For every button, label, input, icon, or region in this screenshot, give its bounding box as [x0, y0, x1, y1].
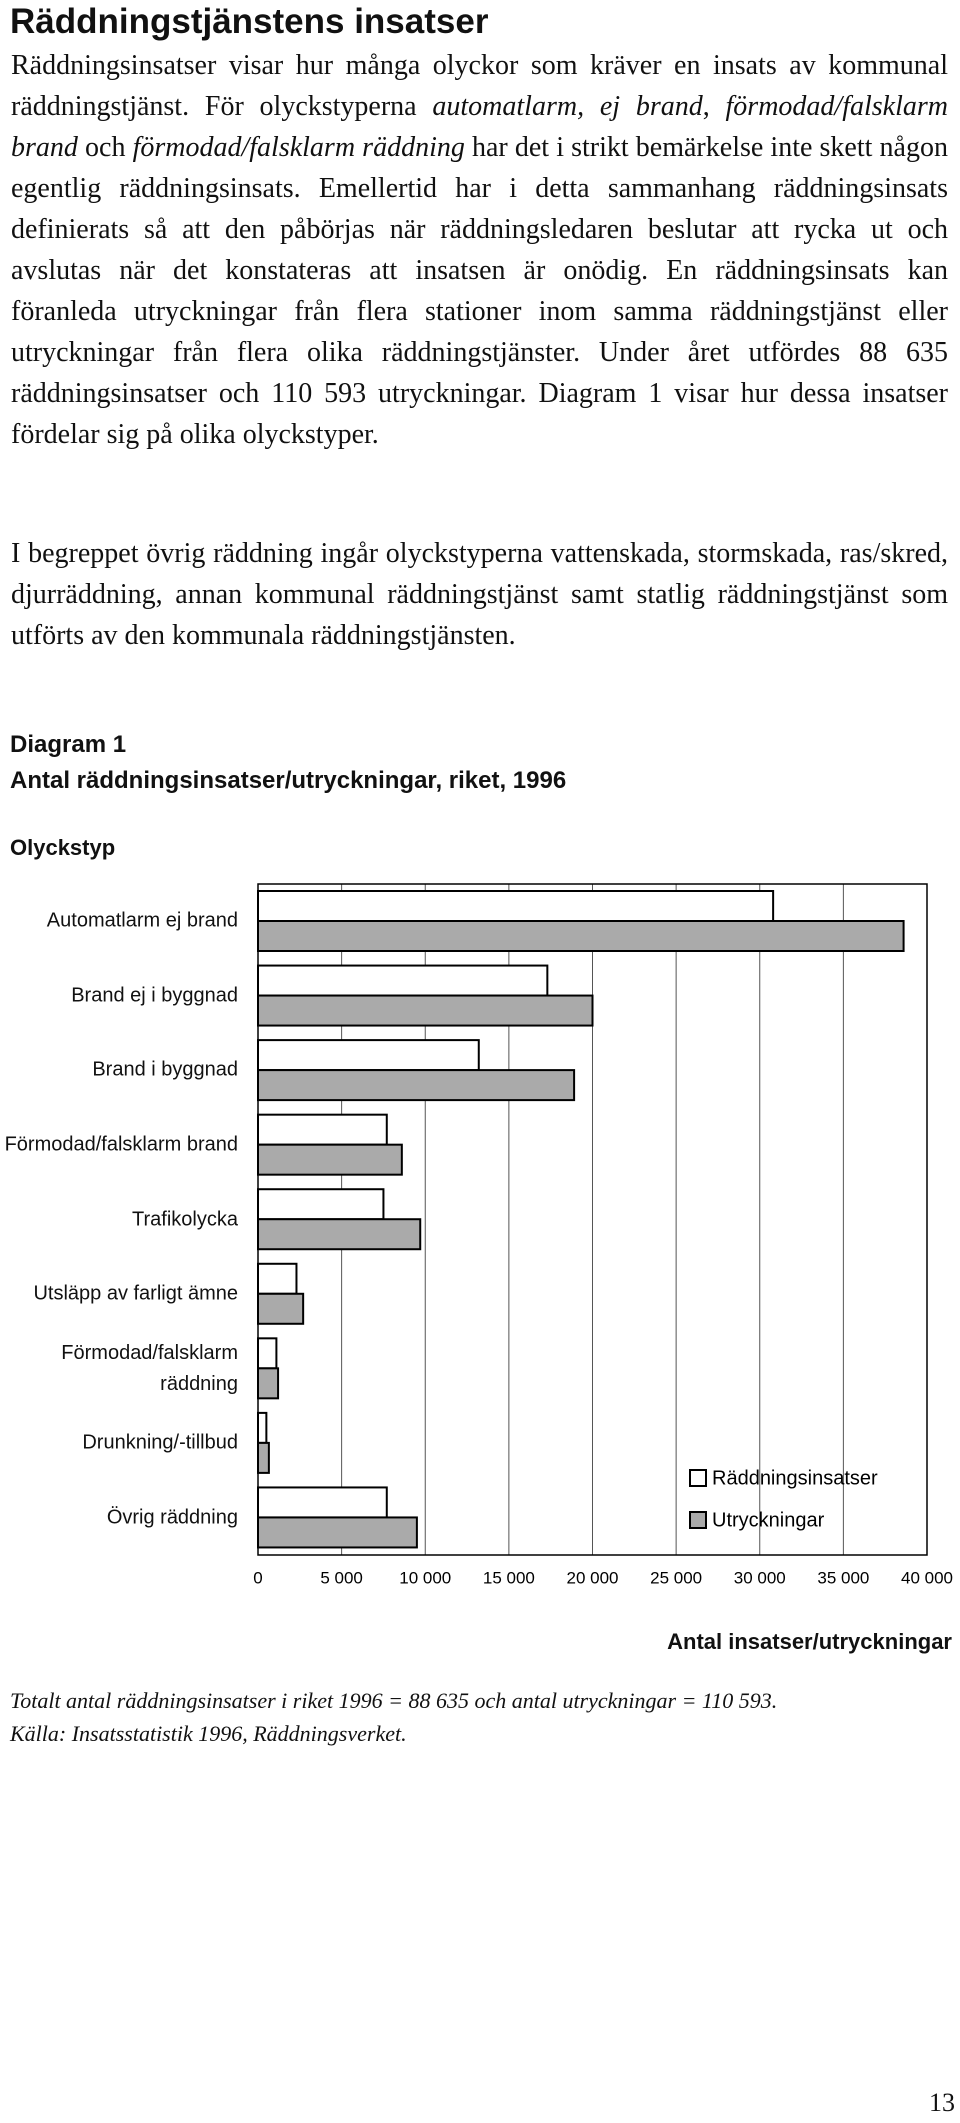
- x-tick-label: 5 000: [320, 1568, 363, 1587]
- text: Räddningsinsatser visar hur många olycko…: [11, 50, 948, 122]
- category-label: Övrig räddning: [106, 1506, 238, 1529]
- legend-label: Utryckningar: [712, 1509, 825, 1531]
- chart-title: Antal räddningsinsatser/utryckningar, ri…: [10, 767, 567, 794]
- x-tick-label: 0: [253, 1568, 262, 1587]
- bar: [257, 964, 549, 997]
- bar: [257, 890, 775, 922]
- x-axis-title: Antal insatser/utryckningar: [667, 1629, 952, 1654]
- text: och: [77, 132, 133, 163]
- page-number: 13: [929, 2088, 955, 2117]
- bar: [257, 1486, 388, 1519]
- heading: Räddningstjänstens insatser: [10, 2, 489, 41]
- bar: [257, 1516, 418, 1549]
- italic-text: automatlarm, ej brand: [432, 91, 703, 122]
- x-tick-label: 15 000: [483, 1568, 535, 1587]
- bar: [257, 1411, 268, 1444]
- y-axis-title: Olyckstyp: [10, 835, 116, 860]
- text: ,: [702, 91, 726, 122]
- bar: [257, 994, 594, 1027]
- category-label: Förmodad/falsklarm brand: [4, 1133, 238, 1156]
- category-label: Drunkning/-tillbud: [82, 1431, 238, 1454]
- bar: [257, 1367, 280, 1400]
- bar: [257, 1292, 305, 1325]
- italic-text: förmodad/falsklarm räddning: [132, 132, 465, 163]
- italic-text: förmodad/falsklarm brand: [11, 91, 948, 163]
- category-label: Trafikolycka: [132, 1208, 238, 1230]
- bar: [257, 1337, 278, 1370]
- legend-swatch: [689, 1469, 707, 1487]
- paragraph: I begreppet övrig räddning ingår olyckst…: [11, 538, 948, 651]
- bar: [257, 1143, 403, 1176]
- footnote: Totalt antal räddningsinsatser i riket 1…: [10, 1688, 778, 1713]
- x-tick-label: 35 000: [817, 1568, 869, 1587]
- category-label: Brand ej i byggnad: [71, 984, 238, 1007]
- x-tick-label: 25 000: [650, 1568, 702, 1587]
- paragraph: Räddningsinsatser visar hur många olycko…: [11, 45, 948, 455]
- x-tick-label: 40 000: [901, 1568, 953, 1587]
- chart-label: Diagram 1: [10, 731, 127, 758]
- bar: [257, 920, 905, 952]
- category-label: Förmodad/falsklarm räddning: [61, 1341, 238, 1395]
- bar: [257, 1113, 388, 1146]
- bar: [257, 1069, 576, 1102]
- category-label: Brand i byggnad: [92, 1058, 238, 1081]
- text: har det i strikt bemärkelse inte skett n…: [11, 132, 948, 450]
- legend-label: Räddningsinsatser: [712, 1467, 878, 1489]
- bar: [257, 1441, 270, 1474]
- x-tick-label: 20 000: [567, 1568, 619, 1587]
- footnote: Källa: Insatsstatistik 1996, Räddningsve…: [10, 1721, 407, 1746]
- bar: [257, 1188, 385, 1221]
- x-tick-label: 10 000: [399, 1568, 451, 1587]
- bar: [257, 1218, 422, 1251]
- x-tick-label: 30 000: [734, 1568, 786, 1587]
- category-label: Utsläpp av farligt ämne: [33, 1282, 238, 1305]
- category-label: Automatlarm ej brand: [46, 909, 238, 932]
- bar: [257, 1262, 298, 1295]
- bar: [257, 1039, 480, 1072]
- legend-swatch: [689, 1511, 707, 1529]
